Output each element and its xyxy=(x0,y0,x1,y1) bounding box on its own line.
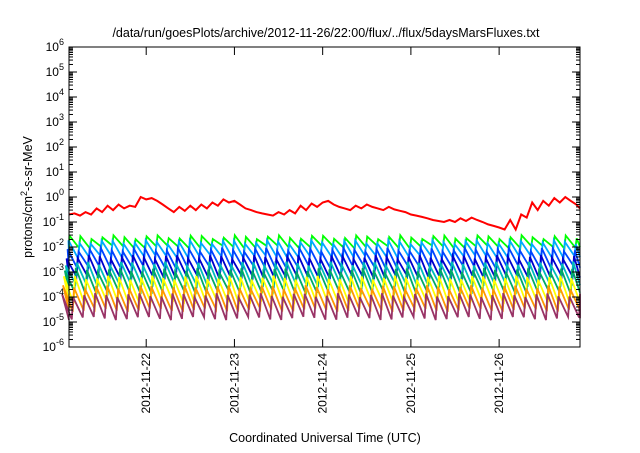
series-layer xyxy=(61,195,581,321)
y-tick-base: 10 xyxy=(46,90,60,104)
y-tick-exp: -6 xyxy=(56,337,64,347)
y-tick-label: 104 xyxy=(46,87,64,104)
y-tick-label: 10-3 xyxy=(43,262,64,279)
x-tick-label: 2012-11-24 xyxy=(316,353,330,414)
y-tick-base: 10 xyxy=(46,165,60,179)
y-tick-label: 10-1 xyxy=(43,212,64,229)
x-tick-label: 2012-11-25 xyxy=(404,353,418,414)
y-tick-base: 10 xyxy=(43,290,57,304)
y-axis-label: protons/cm2-s-sr-MeV xyxy=(19,135,35,257)
x-tick-label: 2012-11-22 xyxy=(139,353,153,414)
y-tick-base: 10 xyxy=(46,190,60,204)
y-tick-exp: -5 xyxy=(56,312,64,322)
y-tick-exp: 6 xyxy=(59,37,64,47)
y-tick-base: 10 xyxy=(43,215,57,229)
y-tick-label: 103 xyxy=(46,112,64,129)
y-tick-exp: -3 xyxy=(56,262,64,272)
y-tick-exp: 1 xyxy=(59,162,64,172)
y-axis-label-sup: 2 xyxy=(19,191,29,196)
series-line-0 xyxy=(68,195,581,232)
y-axis-label-suffix: -s-sr-MeV xyxy=(21,135,35,191)
y-tick-exp: 3 xyxy=(59,112,64,122)
y-tick-base: 10 xyxy=(43,265,57,279)
x-tick-label: 2012-11-23 xyxy=(227,353,241,414)
y-tick-base: 10 xyxy=(43,340,57,354)
y-tick-base: 10 xyxy=(46,115,60,129)
y-tick-label: 101 xyxy=(46,162,64,179)
y-tick-base: 10 xyxy=(46,65,60,79)
y-tick-label: 106 xyxy=(46,37,64,54)
axes-layer: 10610510410310210110010-110-210-310-410-… xyxy=(43,37,580,414)
y-tick-label: 10-5 xyxy=(43,312,64,329)
y-tick-base: 10 xyxy=(43,240,57,254)
x-axis-label: Coordinated Universal Time (UTC) xyxy=(229,431,421,445)
y-tick-exp: 4 xyxy=(59,87,64,97)
y-tick-label: 105 xyxy=(46,62,64,79)
y-tick-label: 10-2 xyxy=(43,237,64,254)
y-tick-base: 10 xyxy=(43,315,57,329)
y-tick-label: 102 xyxy=(46,137,64,154)
y-axis-label-prefix: protons/cm xyxy=(21,196,35,258)
y-tick-base: 10 xyxy=(46,40,60,54)
y-tick-exp: 0 xyxy=(59,187,64,197)
y-tick-label: 10-6 xyxy=(43,337,64,354)
y-tick-exp: -1 xyxy=(56,212,64,222)
y-tick-label: 100 xyxy=(46,187,64,204)
y-tick-exp: 2 xyxy=(59,137,64,147)
chart-title: /data/run/goesPlots/archive/2012-11-26/2… xyxy=(112,26,540,40)
x-tick-label: 2012-11-26 xyxy=(492,353,506,414)
y-tick-label: 10-4 xyxy=(43,287,64,304)
y-tick-exp: -2 xyxy=(56,237,64,247)
y-tick-exp: 5 xyxy=(59,62,64,72)
series-line-9 xyxy=(61,292,581,321)
y-tick-exp: -4 xyxy=(56,287,64,297)
y-tick-base: 10 xyxy=(46,140,60,154)
